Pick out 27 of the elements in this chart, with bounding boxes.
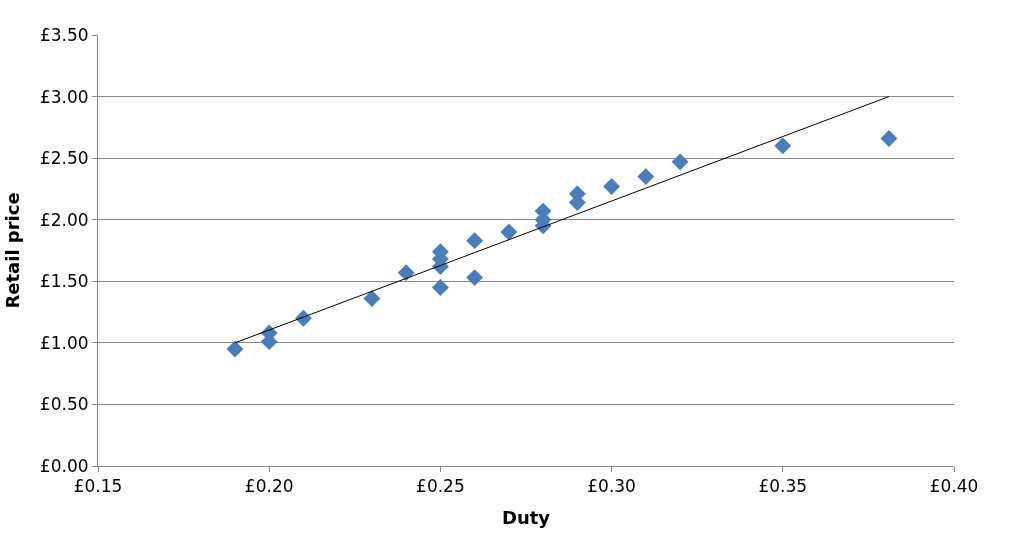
point bbox=[603, 178, 621, 195]
point bbox=[466, 269, 484, 287]
x-tick-label: £0.35 bbox=[758, 476, 808, 497]
y-tick-label: £1.00 bbox=[39, 332, 89, 353]
point bbox=[774, 137, 792, 155]
point bbox=[500, 223, 518, 241]
point bbox=[880, 129, 898, 147]
point bbox=[671, 153, 689, 171]
point bbox=[363, 290, 381, 307]
x-tick-label: £0.25 bbox=[416, 476, 465, 497]
y-tick-label: £0.00 bbox=[39, 455, 89, 476]
x-axis-title: Duty bbox=[501, 506, 551, 528]
y-axis-title: Retail price bbox=[2, 192, 24, 309]
point bbox=[466, 232, 484, 250]
y-tick-label: £2.50 bbox=[39, 148, 89, 169]
x-tick-label: £0.20 bbox=[244, 476, 294, 497]
y-tick-label: £3.50 bbox=[39, 24, 89, 45]
y-tick-label: £3.00 bbox=[39, 86, 89, 107]
point bbox=[431, 278, 449, 296]
point bbox=[637, 168, 655, 186]
x-tick-label: £0.15 bbox=[73, 476, 123, 497]
x-tick-label: £0.40 bbox=[929, 476, 979, 497]
y-tick-label: £2.00 bbox=[39, 209, 89, 230]
y-tick-label: £0.50 bbox=[39, 394, 89, 415]
point bbox=[226, 340, 244, 358]
x-tick-label: £0.30 bbox=[587, 476, 636, 497]
y-tick-label: £1.50 bbox=[39, 271, 89, 292]
